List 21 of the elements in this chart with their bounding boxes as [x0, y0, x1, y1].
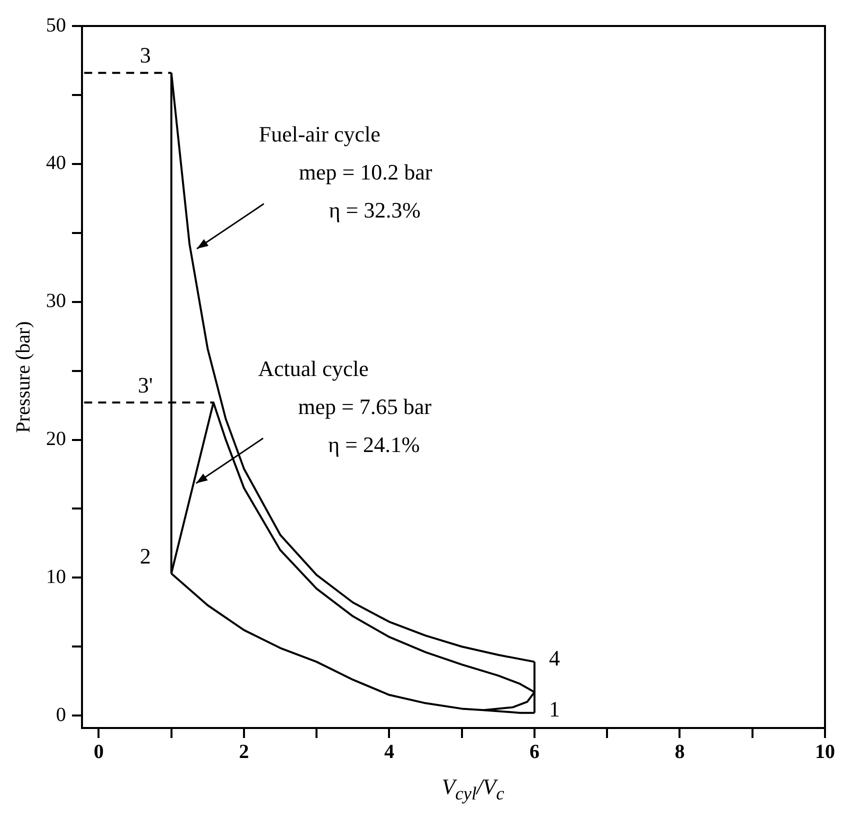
y-tick-label: 50 [46, 14, 66, 36]
x-tick-label: 2 [238, 741, 249, 764]
x-tick-label: 8 [674, 741, 685, 764]
annotation: 3 [140, 42, 151, 68]
x-tick-label: 6 [529, 741, 540, 764]
annotation: 2 [140, 543, 151, 568]
annotation: 1 [548, 696, 560, 722]
y-tick-label: 10 [46, 566, 66, 588]
x-tick-label: 10 [815, 741, 835, 764]
y-tick-label: 0 [56, 704, 66, 726]
x-tick-label: 0 [94, 741, 104, 764]
y-tick-label: 30 [46, 290, 66, 312]
x-axis-title: V$_{cyl}$/V$_{c}$ [440, 774, 506, 804]
annotation: Fuel-air cycle mep = 10.2 bar η = 32.3% [258, 122, 433, 223]
annotation: Actual cycle mep = 7.65 bar η = 24.1% [258, 356, 432, 458]
annotation: 4 [548, 646, 560, 671]
y-axis-title: Pressure (bar) [12, 321, 34, 433]
y-tick-label: 40 [46, 152, 66, 174]
y-tick-label: 20 [46, 428, 66, 450]
annotation: 3' [138, 372, 153, 398]
x-tick-label: 4 [384, 741, 394, 764]
